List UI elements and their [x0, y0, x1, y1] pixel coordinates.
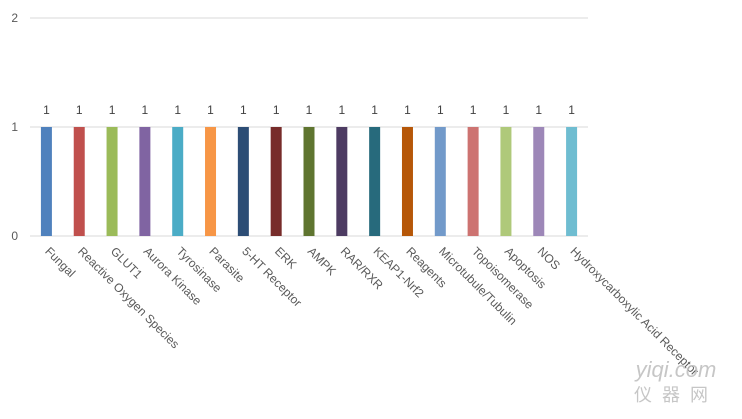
- bar: [40, 127, 52, 236]
- x-category-label: Fungal: [42, 244, 78, 280]
- watermark-line2: 仪器网: [634, 385, 718, 405]
- bar: [401, 127, 413, 236]
- y-tick-label: 0: [11, 229, 18, 243]
- x-category-label: ERK: [272, 244, 299, 271]
- y-tick-label: 2: [11, 11, 18, 25]
- y-axis: 0 1 2: [11, 11, 18, 243]
- data-label: 1: [306, 103, 313, 117]
- bar: [369, 127, 381, 236]
- bar: [500, 127, 512, 236]
- bar: [566, 127, 578, 236]
- bar: [303, 127, 315, 236]
- data-label: 1: [568, 103, 575, 117]
- data-label: 1: [109, 103, 116, 117]
- data-label: 1: [437, 103, 444, 117]
- data-label: 1: [338, 103, 345, 117]
- x-category-label: Aurora Kinase: [141, 244, 205, 308]
- bar: [533, 127, 545, 236]
- bar: [106, 127, 118, 236]
- bar: [270, 127, 282, 236]
- data-label: 1: [207, 103, 214, 117]
- bar: [237, 127, 249, 236]
- bar: [139, 127, 151, 236]
- bar: [467, 127, 479, 236]
- data-label: 1: [470, 103, 477, 117]
- data-label: 1: [273, 103, 280, 117]
- y-tick-label: 1: [11, 120, 18, 134]
- data-label: 1: [371, 103, 378, 117]
- data-label: 1: [240, 103, 247, 117]
- bar: [336, 127, 348, 236]
- bars: [40, 127, 578, 236]
- data-label: 1: [404, 103, 411, 117]
- watermark-line1: yiqi.com: [635, 357, 717, 382]
- x-category-label: AMPK: [305, 244, 339, 278]
- data-label: 1: [76, 103, 83, 117]
- bar: [172, 127, 184, 236]
- watermark-logo: yiqi.com 仪器网: [616, 357, 736, 413]
- data-labels: 1 1 1 1 1 1 1 1 1 1 1 1 1 1 1 1 1: [43, 103, 575, 117]
- data-label: 1: [174, 103, 181, 117]
- bar: [434, 127, 446, 236]
- data-label: 1: [43, 103, 50, 117]
- data-label: 1: [142, 103, 149, 117]
- bar: [73, 127, 85, 236]
- data-label: 1: [503, 103, 510, 117]
- x-category-label: 5-HT Receptor: [239, 244, 304, 309]
- bar: [205, 127, 217, 236]
- x-category-label: NOS: [535, 244, 563, 272]
- data-label: 1: [535, 103, 542, 117]
